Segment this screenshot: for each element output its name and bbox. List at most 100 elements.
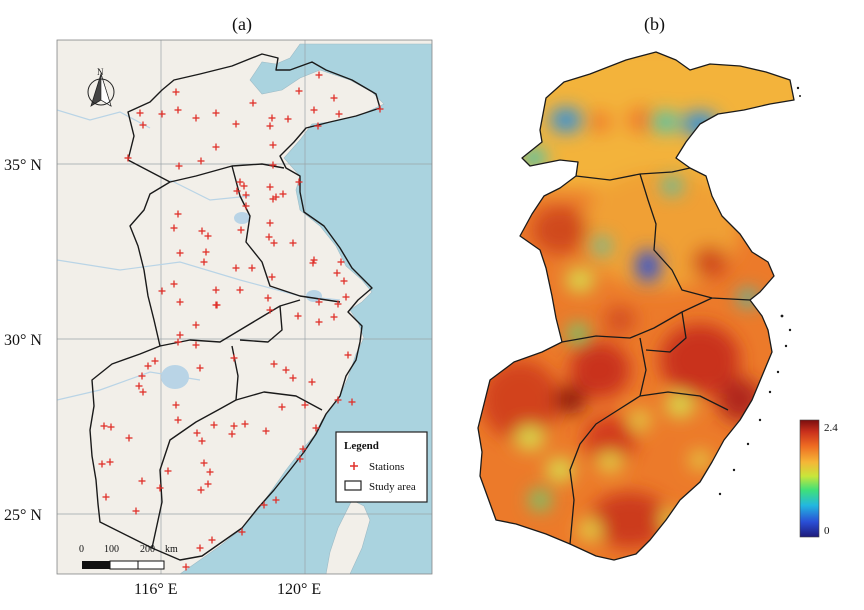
scale-tick-0: 0 <box>79 544 84 555</box>
station-marker <box>170 280 178 288</box>
station-marker <box>315 318 323 326</box>
panel-a-title: (a) <box>232 14 252 34</box>
lat-label-35: 35° N <box>4 157 42 174</box>
province-boundary <box>151 345 239 549</box>
station-marker <box>174 210 182 218</box>
station-marker <box>210 421 218 429</box>
lon-label-120: 120° E <box>277 581 321 598</box>
station-marker <box>282 366 290 374</box>
station-marker <box>232 120 240 128</box>
station-marker <box>335 110 343 118</box>
station-marker <box>262 427 270 435</box>
station-marker <box>236 286 244 294</box>
legend-item-stations: Stations <box>369 461 404 473</box>
station-marker <box>315 71 323 79</box>
lat-label-30: 30° N <box>4 332 42 349</box>
station-marker <box>269 141 277 149</box>
station-marker <box>193 429 201 437</box>
station-marker <box>310 106 318 114</box>
station-marker <box>100 422 108 430</box>
lat-label-25: 25° N <box>4 507 42 524</box>
station-marker <box>294 312 302 320</box>
station-marker <box>289 239 297 247</box>
province-boundary-b <box>639 173 751 301</box>
legend-item-study-area: Study area <box>369 481 416 493</box>
station-marker <box>264 294 272 302</box>
station-marker <box>248 264 256 272</box>
station-marker <box>164 467 172 475</box>
legend-title: Legend <box>344 440 379 452</box>
station-marker <box>158 110 166 118</box>
station-marker <box>176 331 184 339</box>
station-marker <box>139 121 147 129</box>
station-marker <box>144 362 152 370</box>
scale-bar <box>82 560 165 570</box>
station-marker <box>107 423 115 431</box>
station-marker <box>176 298 184 306</box>
station-marker <box>308 378 316 386</box>
station-marker <box>192 321 200 329</box>
colorbar-max-label: 2.4 <box>824 422 838 434</box>
interpolated-surface <box>478 52 794 560</box>
station-marker <box>212 301 220 309</box>
station-marker <box>270 360 278 368</box>
station-marker <box>106 458 114 466</box>
station-marker <box>278 403 286 411</box>
station-marker <box>279 190 287 198</box>
station-marker <box>268 273 276 281</box>
station-marker <box>132 507 140 515</box>
station-marker <box>340 277 348 285</box>
station-marker <box>266 122 274 130</box>
station-marker <box>125 434 133 442</box>
station-marker <box>208 536 216 544</box>
lon-label-116: 116° E <box>134 581 178 598</box>
legend-station-symbol <box>350 462 358 470</box>
station-marker <box>241 420 249 428</box>
map-frame <box>56 39 433 575</box>
station-marker <box>212 109 220 117</box>
north-arrow-label: N <box>97 67 104 77</box>
province-boundary-b <box>645 311 687 353</box>
station-marker <box>98 460 106 468</box>
station-marker <box>156 484 164 492</box>
station-marker <box>170 224 178 232</box>
taiwan-island <box>325 499 371 574</box>
lake-poyang <box>161 365 189 389</box>
station-marker <box>204 232 212 240</box>
province-boundary <box>231 165 341 303</box>
station-marker <box>333 269 341 277</box>
station-marker <box>198 227 206 235</box>
station-marker <box>270 239 278 247</box>
station-marker <box>192 114 200 122</box>
station-marker <box>124 154 132 162</box>
scale-tick-200: 200 <box>140 544 155 555</box>
station-marker <box>176 249 184 257</box>
study-area-outline <box>89 53 381 561</box>
station-marker <box>265 233 273 241</box>
station-marker <box>266 219 274 227</box>
province-boundary <box>239 305 283 343</box>
station-marker <box>200 459 208 467</box>
station-marker <box>212 143 220 151</box>
station-marker <box>236 178 244 186</box>
station-marker <box>192 341 200 349</box>
station-marker <box>200 258 208 266</box>
station-marker <box>295 87 303 95</box>
station-marker <box>376 105 384 113</box>
station-marker <box>268 114 276 122</box>
station-marker <box>334 300 342 308</box>
station-marker <box>266 306 274 314</box>
station-marker <box>337 258 345 266</box>
lake-hongze <box>234 212 250 224</box>
colorbar <box>799 419 820 538</box>
province-boundary-b <box>569 337 647 545</box>
station-marker <box>175 162 183 170</box>
station-marker <box>196 364 204 372</box>
station-marker <box>342 293 350 301</box>
station-marker <box>136 109 144 117</box>
station-marker <box>172 88 180 96</box>
station-marker <box>260 501 268 509</box>
station-marker <box>138 477 146 485</box>
station-marker <box>197 486 205 494</box>
station-marker <box>206 468 214 476</box>
